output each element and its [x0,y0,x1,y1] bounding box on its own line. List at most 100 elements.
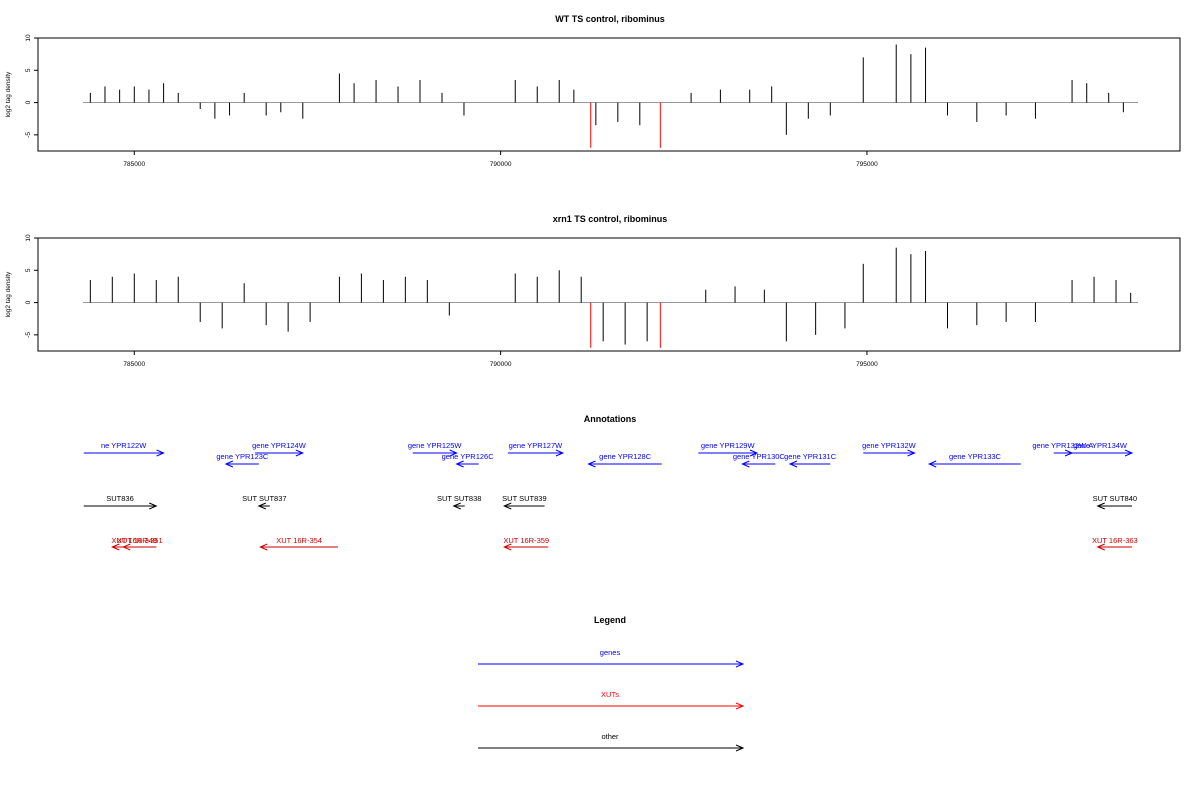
feature-label: gene YPR125W [408,441,463,450]
legend-title: Legend [594,615,626,625]
feature-label: XUT 16R-349 [111,536,157,545]
feature-label: SUT836 [106,494,134,503]
x-tick-label: 790000 [490,361,512,368]
annotation-feature: ne YPR122W [83,441,165,457]
legend-label: other [601,732,619,741]
feature-arrowhead [555,449,565,457]
feature-label: gene YPR131C [784,452,837,461]
panel-frame [37,237,1181,352]
feature-arrowhead [788,460,798,468]
feature-arrowhead [502,502,512,510]
annotation-feature: XUT 16R-351 [117,536,163,551]
feature-label: SUT SUT837 [242,494,286,503]
annotation-feature: gene YPR134W [1068,441,1134,457]
feature-arrowhead [749,449,759,457]
panel-title: WT TS control, ribominus [555,14,665,24]
y-tick-label: 5 [25,68,32,72]
y-tick-label: -5 [25,332,32,338]
annotation-feature: SUT SUT838 [437,494,481,510]
feature-label: SUT SUT840 [1093,494,1137,503]
annotation-feature: SUT SUT839 [502,494,547,510]
feature-label: gene YPR134W [1073,441,1128,450]
feature-arrowhead [1096,543,1105,551]
annotation-feature: gene YPR129W [698,441,759,457]
annotation-feature: gene YPR132W [862,441,917,457]
annotation-feature: gene YPR123C [216,452,269,468]
feature-label: XUT 16R-363 [1092,536,1138,545]
annotation-track: ne YPR122W gene YPR123C gene YPR124W gene Y… [83,441,1138,551]
feature-arrowhead [741,460,750,468]
feature-label: XUT 16R-359 [503,536,549,545]
feature-arrowhead [295,449,305,457]
x-tick-label: 785000 [123,361,145,368]
feature-label: gene YPR124W [252,441,307,450]
legend-arrowhead [735,702,745,710]
feature-label: XUT 16R-354 [276,536,322,545]
feature-label: gene YPR132W [862,441,917,450]
panel-frame [37,37,1181,152]
annotation-feature: gene YPR130C [733,452,786,468]
feature-arrowhead [156,449,165,457]
feature-label: gene YPR129W [701,441,756,450]
y-tick-label: 0 [25,100,32,104]
feature-arrowhead [257,502,267,510]
feature-label: gene YPR133W-A [1032,441,1093,450]
annotations-title: Annotations [584,414,637,424]
feature-arrowhead [1124,449,1134,457]
legend-arrowhead [735,660,745,668]
annotation-feature: gene YPR126C [442,452,495,468]
annotation-feature: gene YPR131C [784,452,837,468]
y-tick-label: 10 [25,234,32,242]
feature-arrowhead [259,543,268,551]
legend-label: genes [600,648,621,657]
annotation-feature: SUT SUT840 [1093,494,1137,510]
x-tick-label: 795000 [856,361,878,368]
legend-item: other [478,732,745,752]
y-tick-label: 5 [25,268,32,272]
legend-item: XUTs [478,690,745,710]
legend-label: XUTs [601,690,619,699]
feature-arrowhead [149,502,158,510]
annotation-feature: gene YPR124W [252,441,307,457]
panel-title: xrn1 TS control, ribominus [553,214,668,224]
x-tick-label: 790000 [490,161,512,168]
y-tick-label: -5 [25,132,32,138]
feature-label: gene YPR123C [216,452,269,461]
feature-arrowhead [111,543,120,551]
feature-arrowhead [587,460,596,468]
feature-label: SUT SUT838 [437,494,481,503]
feature-arrowhead [224,460,234,468]
x-tick-label: 785000 [123,161,145,168]
feature-label: gene YPR127W [509,441,564,450]
y-axis-label: log2 tag density [5,71,12,117]
y-axis-label: log2 tag density [5,271,12,317]
annotation-feature: gene YPR128C [587,452,662,468]
feature-arrowhead [452,502,461,510]
annotation-feature: SUT836 [83,494,158,510]
annotation-feature: gene YPR133C [927,452,1021,468]
feature-label: gene YPR133C [949,452,1002,461]
feature-arrowhead [502,543,512,551]
feature-label: ne YPR122W [101,441,147,450]
annotation-feature: gene YPR125W [408,441,463,457]
track-panel: WT TS control, ribominus log2 tag density… [5,14,1181,168]
annotation-feature: XUT 16R-363 [1092,536,1138,551]
annotation-feature: SUT SUT837 [242,494,287,510]
track-panel: xrn1 TS control, ribominus log2 tag densi… [5,214,1181,368]
legend-arrowhead [735,744,745,752]
annotation-feature: XUT 16R-354 [259,536,338,551]
feature-arrowhead [455,460,464,468]
annotation-feature: gene YPR127W [507,441,565,457]
feature-label: gene YPR126C [442,452,495,461]
feature-label: gene YPR128C [599,452,652,461]
annotation-feature: XUT 16R-359 [502,536,549,551]
feature-arrowhead [122,543,131,551]
x-tick-label: 795000 [856,161,878,168]
feature-label: gene YPR130C [733,452,786,461]
y-tick-label: 0 [25,300,32,304]
feature-arrowhead [1096,502,1105,510]
feature-arrowhead [927,460,937,468]
feature-arrowhead [907,449,916,457]
feature-arrowhead [449,449,458,457]
